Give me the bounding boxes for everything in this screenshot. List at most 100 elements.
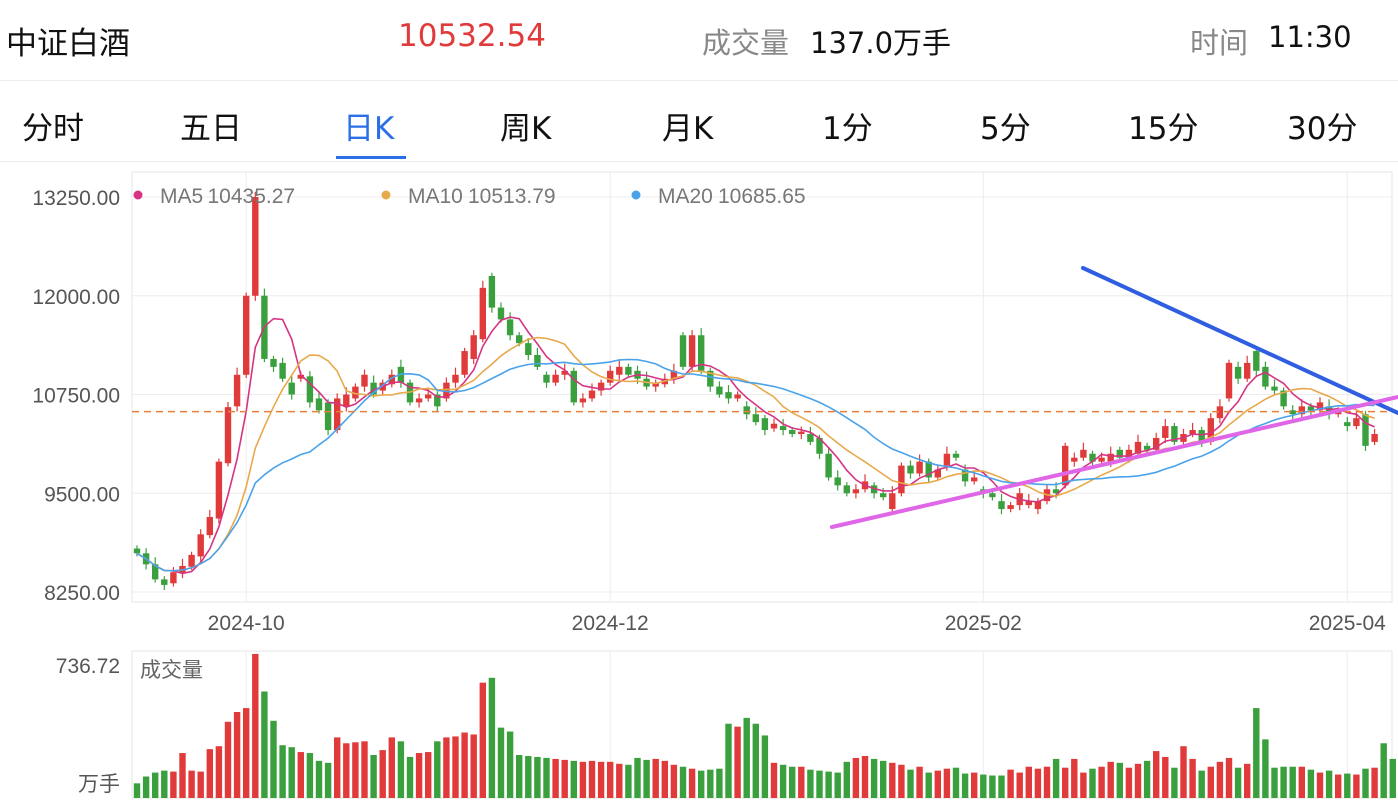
volume-panel-title: 成交量 <box>140 659 203 682</box>
legend-series-name: MA10 <box>408 185 463 208</box>
candle-body <box>852 489 860 494</box>
legend-series-value: 10685.65 <box>718 185 806 208</box>
volume-bar <box>188 770 195 798</box>
volume-bar <box>161 770 168 798</box>
volume-bar <box>479 682 486 798</box>
volume-bar <box>898 764 905 798</box>
tab-weekly-k[interactable]: 周K <box>500 111 552 147</box>
chart-grid <box>131 171 1393 799</box>
volume-bar <box>870 758 878 798</box>
candle-body <box>197 534 204 557</box>
volume-bar <box>1307 769 1315 798</box>
candle-body <box>579 398 587 403</box>
candle-body <box>607 370 614 383</box>
candle-body <box>324 402 332 431</box>
volume-bar <box>379 750 386 798</box>
volume-bar <box>288 747 295 798</box>
volume-bar <box>588 760 596 798</box>
ma5-line <box>136 316 1375 575</box>
tab-30min[interactable]: 30分 <box>1287 111 1358 147</box>
volume-bar <box>1007 769 1014 798</box>
volume-bar <box>1207 766 1214 798</box>
x-tick-label: 2024-12 <box>572 612 649 635</box>
tab-five-day[interactable]: 五日 <box>180 111 242 147</box>
candle-body <box>597 382 605 391</box>
volume-bar <box>952 767 960 798</box>
volume-bar <box>1043 766 1051 798</box>
candle-body <box>670 370 678 379</box>
candle-body <box>334 398 341 431</box>
tab-15min[interactable]: 15分 <box>1128 111 1199 147</box>
volume-bar <box>1325 770 1333 798</box>
candle-body <box>843 485 850 494</box>
volume-bar <box>880 760 887 798</box>
volume-bar <box>1244 763 1251 798</box>
volume-bar <box>1262 739 1269 798</box>
volume-bar <box>297 752 304 798</box>
volume-bar <box>1098 766 1105 798</box>
trendline-support <box>830 395 1398 529</box>
x-tick-label: 2024-10 <box>208 612 285 635</box>
volume-bar <box>252 653 259 798</box>
volume-bar <box>1371 767 1378 798</box>
candle-body <box>1225 362 1233 399</box>
volume-bar <box>306 753 314 798</box>
candle-body <box>434 394 441 407</box>
candle-body <box>352 386 359 399</box>
volume-bar <box>170 771 177 798</box>
candle-body <box>1280 390 1287 407</box>
volume-bar <box>1171 767 1178 798</box>
candle-body <box>1025 501 1032 506</box>
volume-bar <box>388 737 395 798</box>
tab-daily-k[interactable]: 日K <box>343 111 395 147</box>
volume-bar <box>1052 758 1060 798</box>
candle-body <box>779 426 787 431</box>
volume-bar <box>352 742 359 798</box>
candle-body <box>1198 430 1205 442</box>
tab-1min[interactable]: 1分 <box>822 111 873 147</box>
candle-body <box>907 465 914 474</box>
volume-value: 137.0万手 <box>810 26 952 60</box>
candle-body <box>743 406 750 415</box>
y-tick-label: 13250.00 <box>32 187 120 210</box>
volume-bar <box>470 734 477 798</box>
volume-bar <box>206 749 213 798</box>
axis-labels: 13250.00 12000.00 10750.00 9500.00 8250.00 20… <box>32 187 1386 796</box>
volume-bar <box>270 720 277 798</box>
volume-bar <box>397 741 405 798</box>
volume-bar <box>1034 768 1042 798</box>
candle-body <box>1052 489 1060 494</box>
candle-body <box>570 370 577 403</box>
volume-bar <box>1362 768 1369 798</box>
volume-bar <box>852 757 860 798</box>
candle-body <box>497 307 505 320</box>
volume-bar <box>989 775 996 798</box>
candle-body <box>252 197 259 296</box>
volume-bar <box>1107 761 1114 798</box>
candle-body <box>133 548 141 554</box>
candle-body <box>361 374 368 387</box>
candle-body <box>971 477 978 482</box>
tab-monthly-k[interactable]: 月K <box>662 111 714 147</box>
candle-body <box>625 366 632 375</box>
volume-bar <box>324 762 332 798</box>
volume-bar <box>233 711 241 798</box>
candle-body <box>170 572 177 584</box>
candle-body <box>925 461 932 478</box>
trendlines <box>132 266 1398 529</box>
candle-body <box>461 351 468 375</box>
candle-body <box>889 493 896 510</box>
candle-body <box>688 335 696 367</box>
volume-bar <box>934 770 941 798</box>
tab-intraday[interactable]: 分时 <box>22 111 84 147</box>
price-panel-frame <box>131 171 1393 603</box>
candle-body <box>825 453 832 478</box>
volume-bar <box>607 761 614 798</box>
volume-bar <box>452 736 459 798</box>
candle-body <box>1089 453 1096 462</box>
volume-bar <box>625 764 632 798</box>
tab-5min[interactable]: 5分 <box>980 111 1031 147</box>
volume-bar <box>243 708 250 798</box>
volume-bar <box>425 752 432 798</box>
